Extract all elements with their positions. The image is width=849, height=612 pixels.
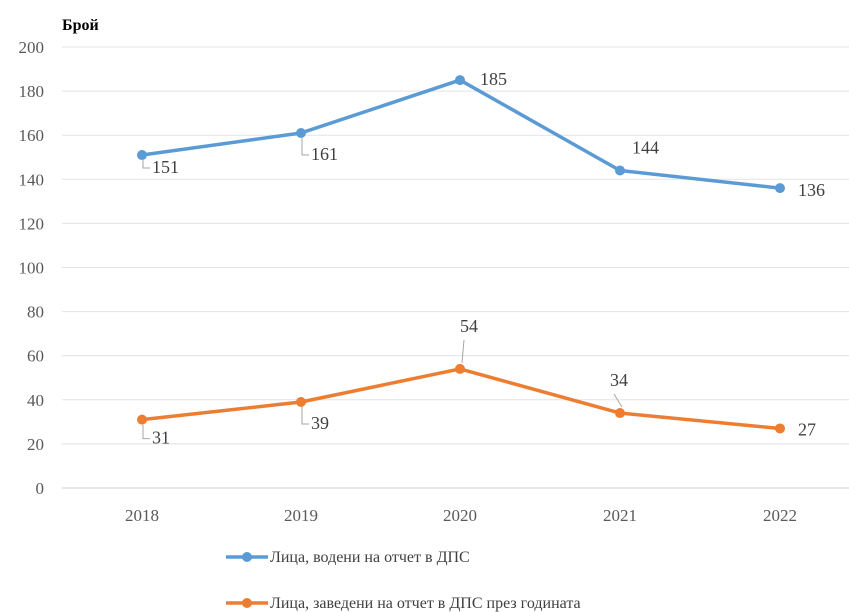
x-tick-label: 2020 xyxy=(443,506,477,525)
y-tick-label: 0 xyxy=(36,479,45,498)
legend-marker xyxy=(242,598,252,608)
legend-label: Лица, заведени на отчет в ДПС през годин… xyxy=(270,595,581,612)
series-line xyxy=(141,367,781,431)
y-tick-label: 200 xyxy=(19,38,45,57)
leader-line xyxy=(461,339,465,363)
y-tick-label: 40 xyxy=(27,391,44,410)
series-lines xyxy=(137,75,785,434)
x-tick-label: 2018 xyxy=(125,506,159,525)
y-tick-label: 140 xyxy=(19,170,45,189)
data-label: 27 xyxy=(798,419,816,439)
leader-line xyxy=(301,137,309,156)
data-labels: 151 161 185 144 136 31 39 54 34 27 xyxy=(142,69,825,448)
data-label: 136 xyxy=(798,180,825,200)
y-tick-label: 80 xyxy=(27,303,44,322)
data-label: 54 xyxy=(460,316,478,336)
leader-line xyxy=(142,424,150,440)
y-tick-label: 120 xyxy=(19,214,45,233)
data-label: 39 xyxy=(311,413,329,433)
data-point xyxy=(455,75,465,86)
legend-marker xyxy=(242,552,252,562)
data-point xyxy=(775,183,785,194)
legend-label: Лица, водени на отчет в ДПС xyxy=(270,549,470,566)
x-tick-label: 2022 xyxy=(763,506,797,525)
y-tick-label: 180 xyxy=(19,82,45,101)
gridlines xyxy=(62,46,849,489)
y-tick-label: 160 xyxy=(19,126,45,145)
x-tick-label: 2021 xyxy=(603,506,637,525)
data-label: 34 xyxy=(610,370,628,390)
leader-line xyxy=(613,393,623,408)
data-label: 151 xyxy=(152,157,179,177)
data-point xyxy=(137,414,147,425)
data-point xyxy=(775,423,785,434)
data-point xyxy=(296,127,306,138)
data-point xyxy=(615,408,625,419)
y-tick-label: 20 xyxy=(27,435,44,454)
y-axis-ticks: 0 20 40 60 80 100 120 140 160 180 200 xyxy=(19,38,45,498)
x-axis-ticks: 2018 2019 2020 2021 2022 xyxy=(125,506,797,525)
leader-line xyxy=(301,407,309,425)
leader-line xyxy=(142,160,150,169)
data-point xyxy=(296,397,306,408)
data-label: 31 xyxy=(152,428,170,448)
data-point xyxy=(137,150,147,161)
y-axis-label: Брой xyxy=(62,17,99,34)
legend: Лица, водени на отчет в ДПС Лица, заведен… xyxy=(226,549,581,612)
x-tick-label: 2019 xyxy=(284,506,318,525)
data-label: 144 xyxy=(632,137,659,157)
data-point xyxy=(455,363,465,374)
data-point xyxy=(615,165,625,176)
y-tick-label: 100 xyxy=(19,259,45,278)
data-label: 185 xyxy=(480,69,507,89)
y-tick-label: 60 xyxy=(27,347,44,366)
series-line xyxy=(141,78,781,190)
data-label: 161 xyxy=(311,144,338,164)
